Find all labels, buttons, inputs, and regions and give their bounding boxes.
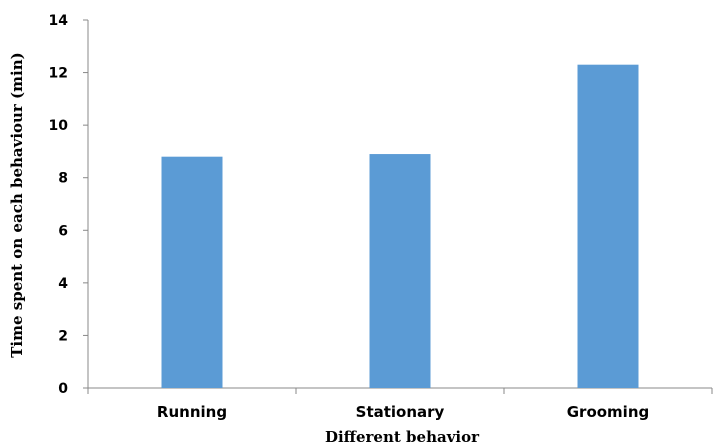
y-tick-label: 14 [49, 13, 69, 29]
bars [161, 64, 639, 388]
y-axis-title: Time spent on each behaviour (min) [8, 52, 26, 357]
y-axis: 0 2 4 6 8 10 12 14 [49, 13, 89, 397]
y-tick-label: 10 [49, 118, 69, 134]
x-category-label: Running [157, 403, 227, 421]
x-axis: Running Stationary Grooming [87, 387, 713, 421]
x-category-label: Stationary [356, 403, 445, 421]
y-tick-label: 6 [58, 223, 68, 239]
bar-running [161, 156, 223, 388]
x-axis-title: Different behavior [325, 428, 480, 446]
y-tick-label: 8 [58, 171, 68, 187]
bar-stationary [369, 154, 431, 388]
y-tick-label: 2 [58, 328, 68, 344]
y-tick-label: 12 [49, 66, 68, 82]
bar-grooming [577, 64, 639, 388]
x-category-label: Grooming [567, 403, 650, 421]
y-tick-label: 4 [58, 276, 68, 292]
y-tick-label: 0 [58, 381, 68, 397]
